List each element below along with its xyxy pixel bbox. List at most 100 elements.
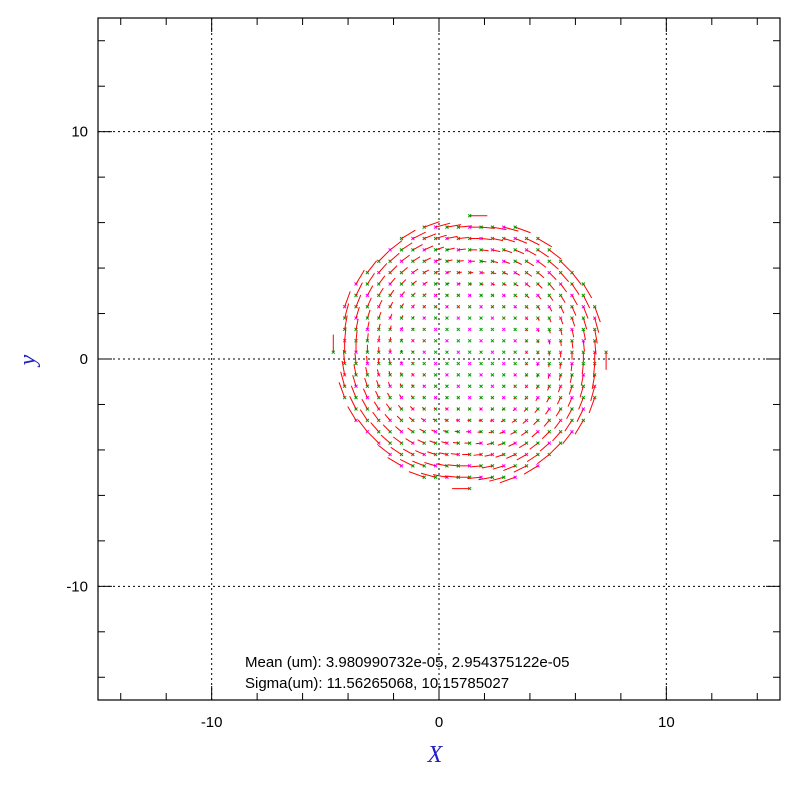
field-vector <box>366 260 378 273</box>
field-vector <box>458 271 462 274</box>
field-vector <box>366 297 372 307</box>
field-vector <box>537 283 543 289</box>
field-point <box>501 373 506 377</box>
field-vector <box>480 260 487 263</box>
field-vector <box>423 293 427 296</box>
field-vector <box>523 408 527 412</box>
field-point <box>445 327 449 332</box>
field-vector <box>526 238 540 246</box>
field-vector <box>389 277 396 285</box>
field-vector <box>423 316 426 319</box>
field-vector <box>435 234 447 239</box>
field-vector <box>434 385 436 387</box>
field-vector <box>388 370 391 376</box>
field-vector <box>526 294 530 299</box>
field-vector <box>355 269 365 285</box>
field-vector <box>399 459 414 467</box>
field-vector <box>382 424 391 433</box>
field-point <box>501 327 506 332</box>
field-vector <box>355 330 358 341</box>
field-vector <box>387 457 402 467</box>
field-vector <box>508 442 516 447</box>
field-vector <box>548 363 550 368</box>
field-vector <box>548 249 562 260</box>
field-vector <box>536 386 539 390</box>
field-point <box>445 361 449 366</box>
field-point <box>479 316 483 320</box>
field-vector <box>510 431 516 435</box>
field-vector <box>424 221 440 228</box>
field-vector <box>435 246 444 251</box>
field-vector <box>481 226 495 229</box>
field-vector <box>366 321 370 330</box>
x-tick-label: 10 <box>658 714 675 731</box>
field-vector <box>349 396 357 410</box>
tick-labels: -10 0 10 10 0 -10 <box>66 124 674 731</box>
field-vector <box>412 327 414 330</box>
field-vector <box>537 295 542 300</box>
field-vector <box>582 317 588 330</box>
field-vector <box>389 325 392 330</box>
field-vector <box>512 408 516 412</box>
field-vector <box>495 454 504 458</box>
field-vector <box>481 238 492 241</box>
field-vector <box>446 282 450 285</box>
field-vector <box>548 295 554 301</box>
field-vector <box>541 431 550 440</box>
field-point <box>445 350 449 355</box>
field-vector <box>398 394 402 398</box>
field-vector <box>427 451 436 455</box>
field-vector <box>503 272 509 275</box>
field-vector <box>591 374 596 390</box>
field-vector <box>571 340 574 349</box>
field-vector <box>571 283 580 295</box>
field-vector <box>410 395 414 398</box>
field-vector <box>503 226 519 232</box>
field-vector <box>590 386 596 401</box>
field-vector <box>344 327 347 341</box>
field-point <box>433 350 438 355</box>
field-point <box>479 350 483 355</box>
field-vector <box>497 442 504 446</box>
field-vector <box>514 260 522 265</box>
field-vector <box>408 471 425 478</box>
field-vector <box>389 337 392 341</box>
field-vector <box>560 329 563 336</box>
field-vector <box>549 442 561 454</box>
field-vector <box>548 283 555 291</box>
field-vector <box>571 317 576 327</box>
field-vector <box>458 236 469 240</box>
field-vector <box>412 256 421 262</box>
field-point <box>433 361 438 366</box>
field-vector <box>560 283 568 293</box>
field-vector <box>548 340 551 345</box>
field-vector <box>423 257 431 262</box>
field-vector <box>582 295 591 309</box>
field-vector <box>400 372 402 376</box>
field-vector <box>389 313 393 319</box>
field-vector <box>503 249 513 254</box>
field-vector <box>377 358 380 364</box>
field-vector <box>580 374 584 386</box>
field-vector <box>582 306 589 319</box>
field-vector <box>378 287 384 296</box>
field-vector <box>412 460 425 467</box>
field-vector <box>499 431 504 434</box>
field-vector <box>569 374 573 383</box>
field-vector <box>412 231 426 239</box>
field-vector <box>389 252 400 262</box>
field-vector <box>514 249 525 255</box>
field-vector <box>537 306 541 311</box>
field-vector <box>548 306 553 312</box>
field-vector <box>475 442 482 445</box>
field-vector <box>525 386 527 389</box>
field-vector <box>571 272 582 285</box>
field-vector <box>429 440 436 444</box>
field-vector <box>582 329 586 341</box>
field-vector <box>389 289 395 296</box>
field-vector <box>526 306 529 310</box>
field-vector <box>526 454 539 463</box>
field-vector <box>514 238 528 244</box>
field-vector <box>353 364 357 376</box>
